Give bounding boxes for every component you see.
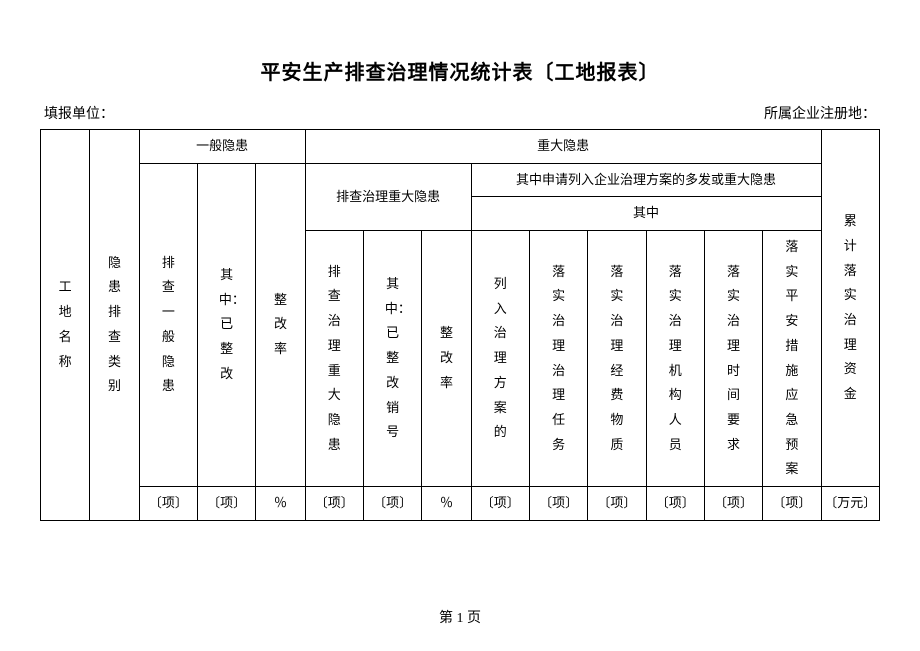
unit-major-inspect: 〔项〕 bbox=[305, 486, 363, 520]
unit-major-fixed: 〔项〕 bbox=[363, 486, 421, 520]
col-gen-rate: 整改率 bbox=[256, 163, 305, 486]
col-gen-inspect: 排查一般隐患 bbox=[139, 163, 197, 486]
col-hazard-category: 隐患排查类别 bbox=[90, 130, 139, 521]
unit-p4: 〔项〕 bbox=[646, 486, 704, 520]
page-title: 平安生产排查治理情况统计表〔工地报表〕 bbox=[40, 56, 880, 85]
unit-p1: 〔项〕 bbox=[471, 486, 529, 520]
stats-table: 工地名称 隐患排查类别 一般隐患 重大隐患 累计落实治理资金 排查一般隐患 其中… bbox=[40, 129, 880, 521]
col-site-name: 工地名称 bbox=[41, 130, 90, 521]
col-gen-fixed: 其中：已整改 bbox=[198, 163, 256, 486]
col-major-fixed: 其中：已整改销号 bbox=[363, 231, 421, 487]
unit-gen-inspect: 〔项〕 bbox=[139, 486, 197, 520]
group-plan-which: 其中 bbox=[471, 197, 821, 231]
unit-p5: 〔项〕 bbox=[704, 486, 762, 520]
reporting-unit-label: 填报单位： bbox=[44, 103, 114, 123]
header-row-1: 工地名称 隐患排查类别 一般隐患 重大隐患 累计落实治理资金 bbox=[41, 130, 880, 164]
col-plan-listed: 列入治理方案的 bbox=[471, 231, 529, 487]
group-plan-listed: 其中申请列入企业治理方案的多发或重大隐患 bbox=[471, 163, 821, 197]
col-major-rate: 整改率 bbox=[422, 231, 471, 487]
col-impl-safety: 落实平安措施应急预案 bbox=[763, 231, 821, 487]
group-general-hazard: 一般隐患 bbox=[139, 130, 305, 164]
unit-gen-fixed: 〔项〕 bbox=[198, 486, 256, 520]
col-impl-task: 落实治理治理任务 bbox=[529, 231, 587, 487]
unit-gen-rate: ％ bbox=[256, 486, 305, 520]
col-impl-org: 落实治理机构人员 bbox=[646, 231, 704, 487]
page: 平安生产排查治理情况统计表〔工地报表〕 填报单位： 所属企业注册地： 工地名称 … bbox=[0, 0, 920, 651]
col-impl-funds: 落实治理经费物质 bbox=[588, 231, 646, 487]
units-row: 〔项〕 〔项〕 ％ 〔项〕 〔项〕 ％ 〔项〕 〔项〕 〔项〕 〔项〕 〔项〕 … bbox=[41, 486, 880, 520]
col-cumulative-funds: 累计落实治理资金 bbox=[821, 130, 880, 487]
page-footer: 第 1 页 bbox=[0, 607, 920, 627]
unit-p6: 〔项〕 bbox=[763, 486, 821, 520]
col-impl-time: 落实治理时间要求 bbox=[704, 231, 762, 487]
group-major-hazard: 重大隐患 bbox=[305, 130, 821, 164]
meta-row: 填报单位： 所属企业注册地： bbox=[40, 103, 880, 123]
header-row-2: 排查一般隐患 其中：已整改 整改率 排查治理重大隐患 其中申请列入企业治理方案的… bbox=[41, 163, 880, 197]
unit-p2: 〔项〕 bbox=[529, 486, 587, 520]
unit-cum-funds: 〔万元〕 bbox=[821, 486, 880, 520]
unit-p3: 〔项〕 bbox=[588, 486, 646, 520]
unit-major-rate: ％ bbox=[422, 486, 471, 520]
enterprise-location-label: 所属企业注册地： bbox=[764, 103, 876, 123]
col-major-inspect: 排查治理重大隐患 bbox=[305, 231, 363, 487]
group-major-inspect: 排查治理重大隐患 bbox=[305, 163, 471, 230]
